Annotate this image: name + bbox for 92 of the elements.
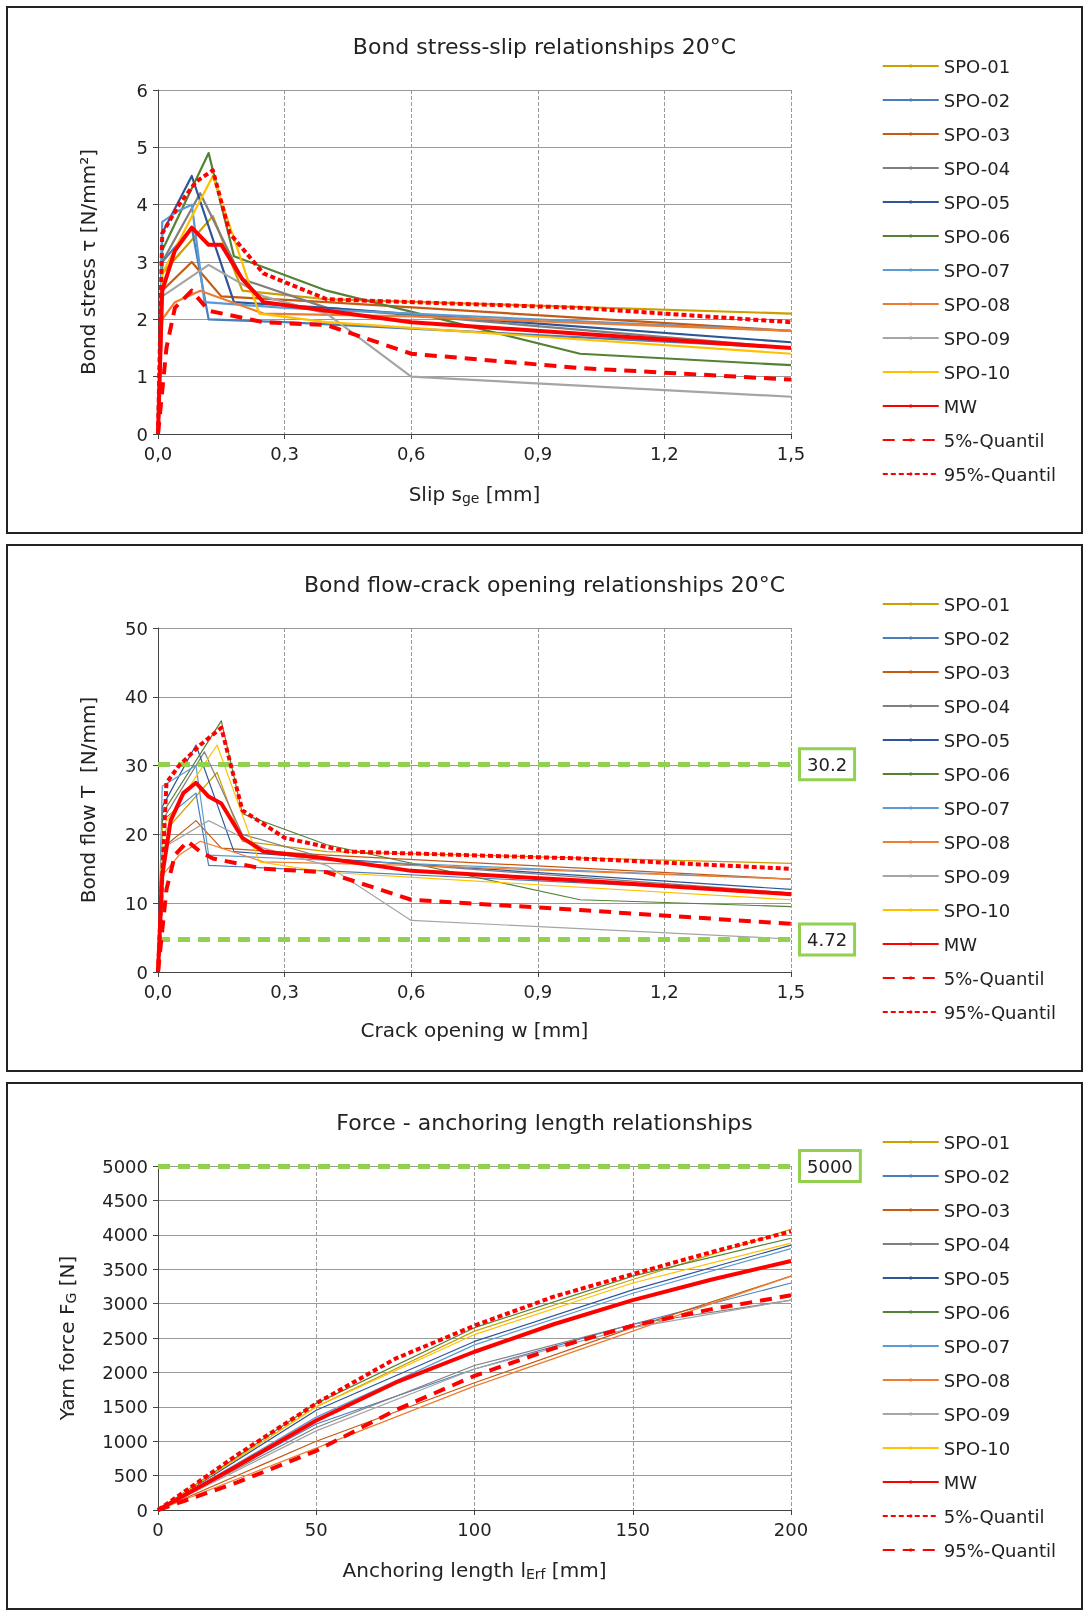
x-tick-label: 150 [615, 1518, 650, 1540]
legend-label: 5%-Quantil [943, 429, 1045, 451]
legend-label: SPO-05 [943, 191, 1011, 213]
x-tick-label: 0,3 [270, 442, 299, 464]
legend-label: SPO-08 [943, 831, 1011, 853]
legend-label: MW [943, 1471, 978, 1493]
legend-label: 95%-Quantil [943, 463, 1057, 485]
legend-label: SPO-04 [943, 695, 1011, 717]
legend-label: SPO-06 [943, 763, 1011, 785]
x-tick-label: 0,0 [143, 442, 173, 464]
y-tick-label: 3500 [102, 1258, 148, 1280]
legend-label: 5%-Quantil [943, 1505, 1045, 1527]
y-tick-label: 2000 [102, 1361, 148, 1383]
x-tick-label: 0 [152, 1518, 164, 1540]
y-tick-label: 1000 [102, 1430, 148, 1452]
legend-label: SPO-08 [943, 293, 1011, 315]
x-tick-label: 0,6 [396, 442, 426, 464]
legend-label: SPO-06 [943, 1301, 1011, 1323]
y-tick-label: 2500 [102, 1327, 148, 1349]
y-tick-label: 4 [136, 194, 148, 216]
legend-label: SPO-01 [943, 593, 1011, 615]
legend-label: SPO-10 [943, 899, 1011, 921]
legend-label: SPO-09 [943, 327, 1011, 349]
x-axis-title: Crack opening w [mm] [360, 1018, 589, 1042]
y-tick-label: 20 [125, 823, 148, 845]
y-axis-title: Yarn force FG [N] [54, 1255, 79, 1422]
x-axis-title: Anchoring length lErf [mm] [342, 1557, 607, 1582]
x-tick-label: 50 [304, 1518, 328, 1540]
x-tick-label: 1,2 [650, 980, 679, 1002]
y-tick-label: 30 [125, 755, 148, 777]
legend-label: SPO-03 [943, 661, 1011, 683]
y-tick-label: 4500 [102, 1189, 148, 1211]
ref-line-label: 5000 [807, 1155, 853, 1177]
y-tick-label: 0 [136, 423, 148, 445]
legend-label: SPO-10 [943, 361, 1011, 383]
x-tick-label: 1,5 [776, 980, 806, 1002]
y-tick-label: 4000 [102, 1224, 148, 1246]
y-tick-label: 0 [136, 961, 148, 983]
x-tick-label: 100 [457, 1518, 492, 1540]
x-tick-label: 200 [773, 1518, 809, 1540]
x-axis-title: Slip sge [mm] [408, 481, 541, 506]
legend-label: SPO-05 [943, 729, 1011, 751]
y-tick-label: 40 [125, 686, 148, 708]
x-tick-label: 0,6 [396, 980, 426, 1002]
x-tick-label: 1,5 [776, 442, 806, 464]
legend-label: SPO-05 [943, 1267, 1011, 1289]
y-tick-label: 50 [125, 617, 148, 639]
legend-label: SPO-08 [943, 1369, 1011, 1391]
x-tick-label: 1,2 [650, 442, 679, 464]
y-tick-label: 3 [136, 251, 148, 273]
legend-label: 95%-Quantil [943, 1539, 1057, 1561]
y-tick-label: 500 [113, 1465, 148, 1487]
chart-title: Force - anchoring length relationships [336, 1109, 753, 1135]
y-tick-label: 5000 [102, 1155, 148, 1177]
legend-label: MW [943, 933, 978, 955]
x-tick-label: 0,9 [523, 980, 553, 1002]
legend-label: MW [943, 395, 978, 417]
legend-label: SPO-07 [943, 1335, 1011, 1357]
y-tick-label: 2 [136, 308, 148, 330]
legend-label: SPO-02 [943, 89, 1011, 111]
legend-label: SPO-09 [943, 865, 1011, 887]
legend-label: SPO-09 [943, 1403, 1011, 1425]
legend-label: SPO-02 [943, 627, 1011, 649]
y-tick-label: 1 [136, 366, 148, 388]
y-tick-label: 3000 [102, 1293, 148, 1315]
y-tick-label: 10 [125, 892, 148, 914]
x-tick-label: 0,9 [523, 442, 553, 464]
legend-label: SPO-04 [943, 157, 1011, 179]
legend-label: SPO-03 [943, 1199, 1011, 1221]
legend-label: SPO-10 [943, 1437, 1011, 1459]
x-tick-label: 0,3 [270, 980, 299, 1002]
y-tick-label: 0 [136, 1499, 148, 1521]
y-axis-title: Bond flow T [N/mm] [76, 696, 100, 904]
y-tick-label: 5 [136, 136, 148, 158]
legend-label: SPO-03 [943, 123, 1011, 145]
legend-label: SPO-04 [943, 1233, 1011, 1255]
legend-label: SPO-02 [943, 1165, 1011, 1187]
legend-label: SPO-07 [943, 797, 1011, 819]
legend-label: SPO-01 [943, 55, 1011, 77]
legend-label: SPO-06 [943, 225, 1011, 247]
x-tick-label: 0,0 [143, 980, 173, 1002]
chart-title: Bond stress-slip relationships 20°C [352, 33, 737, 59]
legend-label: SPO-01 [943, 1131, 1011, 1153]
chart-title: Bond flow-crack opening relationships 20°C [303, 571, 786, 597]
y-axis-title: Bond stress τ [N/mm²] [76, 149, 100, 375]
legend-label: SPO-07 [943, 259, 1011, 281]
ref-line-label: 4.72 [807, 929, 848, 951]
legend-label: 95%-Quantil [943, 1001, 1057, 1023]
y-tick-label: 1500 [102, 1396, 148, 1418]
legend-label: 5%-Quantil [943, 967, 1045, 989]
ref-line-label: 30.2 [807, 753, 848, 775]
y-tick-label: 6 [136, 79, 148, 101]
